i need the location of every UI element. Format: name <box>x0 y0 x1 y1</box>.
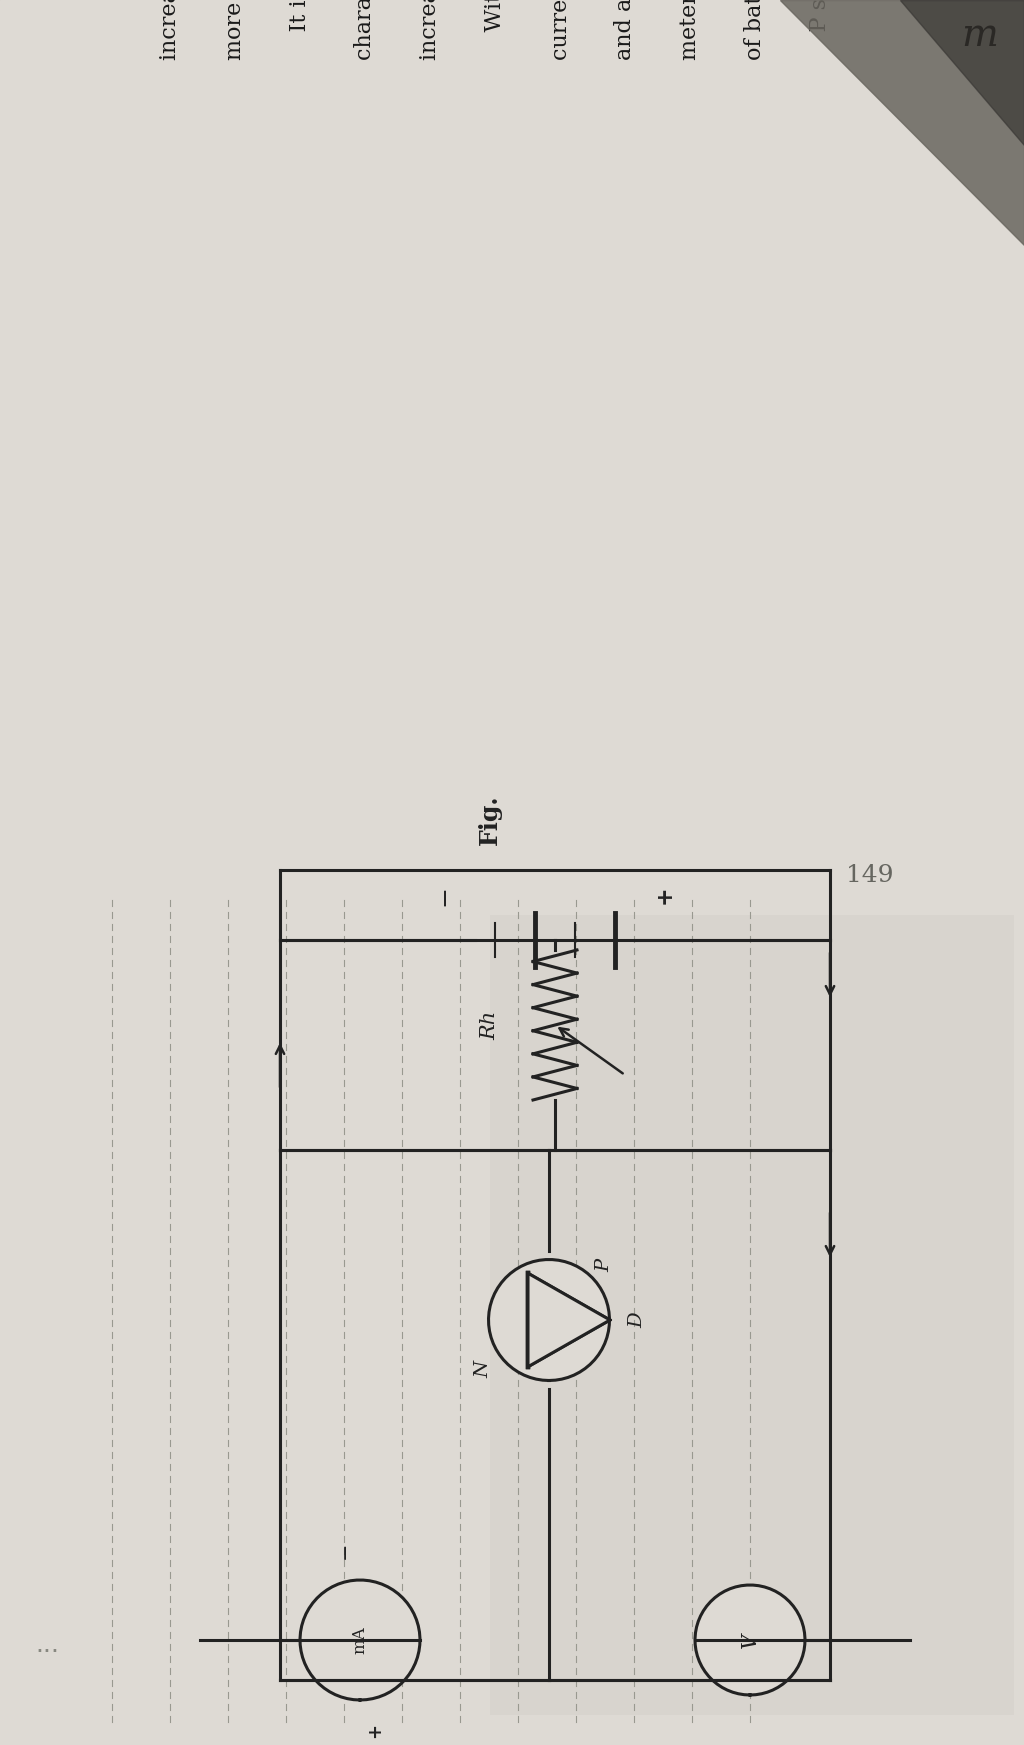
Text: current (Iₙ).: current (Iₙ). <box>549 0 571 59</box>
Text: D: D <box>629 1312 646 1328</box>
FancyBboxPatch shape <box>10 35 1014 1715</box>
Text: P: P <box>596 1258 613 1272</box>
Text: V: V <box>740 1632 760 1647</box>
Text: m: m <box>962 16 998 54</box>
Polygon shape <box>900 0 1024 145</box>
Text: Rh: Rh <box>480 1010 500 1040</box>
Text: more than the barriers potential, the value of forward current: more than the barriers potential, the va… <box>224 0 246 59</box>
Text: +: + <box>654 886 676 904</box>
Polygon shape <box>528 1274 610 1366</box>
Text: +: + <box>366 1722 384 1738</box>
Text: 149: 149 <box>846 864 894 886</box>
Text: −: − <box>433 885 457 906</box>
Text: increased in steps and current is measured to obtain forward: increased in steps and current is measur… <box>419 0 441 59</box>
Text: It is clear by the plotted graph that when applied potential is: It is clear by the plotted graph that wh… <box>289 0 311 59</box>
Text: increases rapidly.: increases rapidly. <box>159 0 181 59</box>
Polygon shape <box>528 1274 610 1366</box>
Polygon shape <box>300 1579 420 1700</box>
FancyBboxPatch shape <box>490 914 1014 1715</box>
Text: −: − <box>336 1541 354 1558</box>
Text: N: N <box>474 1361 493 1379</box>
Text: Fig.: Fig. <box>478 794 502 845</box>
Text: ...: ... <box>35 1633 59 1658</box>
Text: of battery and N side to negative terminal of battery. A volt-: of battery and N side to negative termin… <box>744 0 766 59</box>
Text: meter (V) to note the value of applied forward voltage (Vₙ): meter (V) to note the value of applied f… <box>679 0 701 59</box>
Text: With the help of potential divider, the forward potential is: With the help of potential divider, the … <box>484 0 506 59</box>
Text: P side of P–N Junction diode D is connected to positive terminal: P side of P–N Junction diode D is connec… <box>809 0 831 59</box>
Polygon shape <box>695 1584 805 1694</box>
Text: mA: mA <box>351 1626 369 1654</box>
Polygon shape <box>488 1260 609 1380</box>
Text: characteristic rule.: characteristic rule. <box>354 0 376 59</box>
Text: and ammeter (mA) is connected to note the value of forward: and ammeter (mA) is connected to note th… <box>614 0 636 59</box>
Polygon shape <box>780 0 1024 244</box>
